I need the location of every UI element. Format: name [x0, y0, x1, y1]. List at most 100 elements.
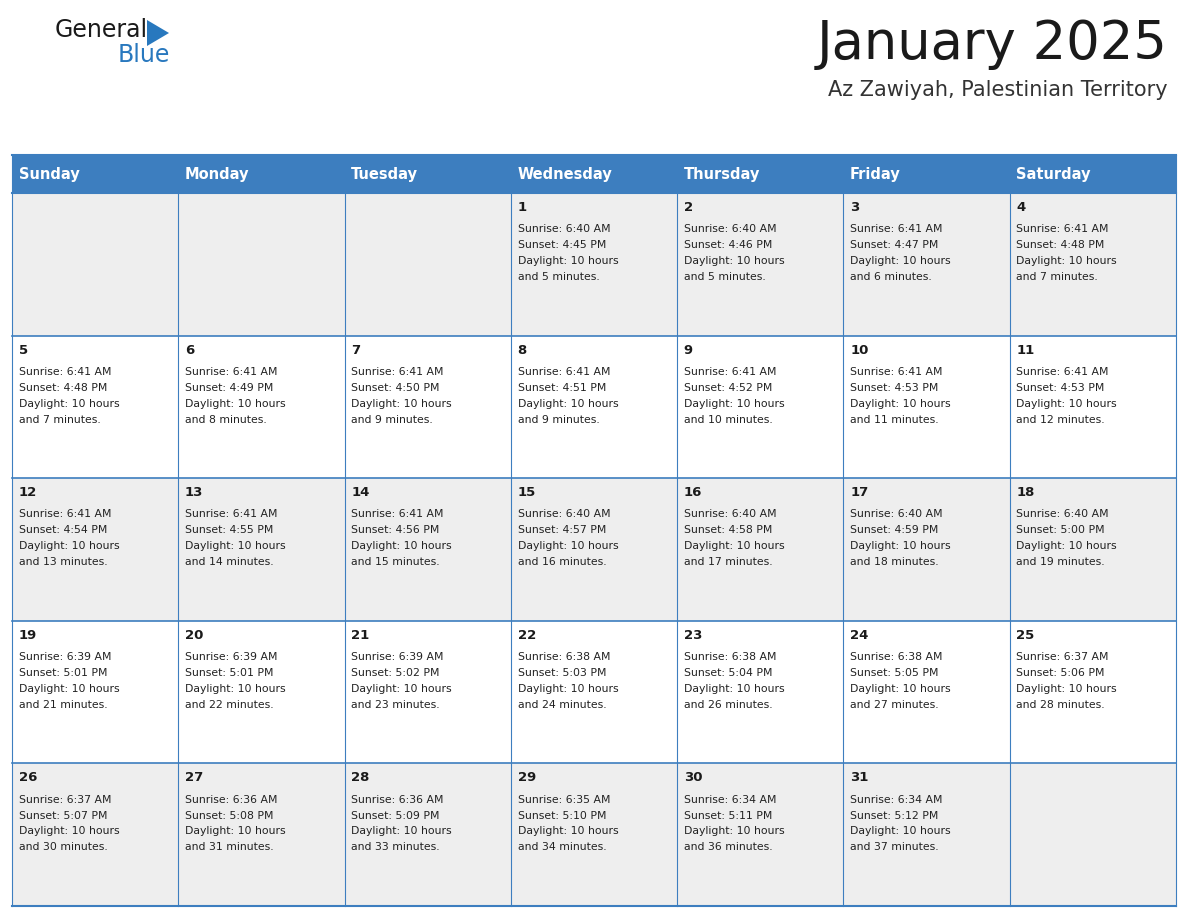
Text: Sunset: 5:05 PM: Sunset: 5:05 PM — [851, 668, 939, 678]
Text: Daylight: 10 hours: Daylight: 10 hours — [684, 684, 784, 694]
Text: Sunset: 5:02 PM: Sunset: 5:02 PM — [352, 668, 440, 678]
Text: Daylight: 10 hours: Daylight: 10 hours — [684, 256, 784, 266]
Text: and 7 minutes.: and 7 minutes. — [1017, 272, 1098, 282]
Bar — [1010, 155, 1176, 193]
Text: Sunrise: 6:41 AM: Sunrise: 6:41 AM — [1017, 367, 1108, 376]
Text: Daylight: 10 hours: Daylight: 10 hours — [352, 542, 451, 552]
Text: Sunrise: 6:38 AM: Sunrise: 6:38 AM — [684, 652, 776, 662]
Text: 27: 27 — [185, 771, 203, 784]
Text: 1: 1 — [518, 201, 526, 214]
Polygon shape — [147, 20, 169, 46]
Text: Daylight: 10 hours: Daylight: 10 hours — [19, 542, 119, 552]
Text: and 24 minutes.: and 24 minutes. — [518, 700, 606, 710]
Text: Sunset: 4:50 PM: Sunset: 4:50 PM — [352, 383, 440, 393]
Text: and 16 minutes.: and 16 minutes. — [518, 557, 606, 567]
Text: Daylight: 10 hours: Daylight: 10 hours — [352, 398, 451, 409]
Bar — [178, 155, 345, 193]
Text: Daylight: 10 hours: Daylight: 10 hours — [518, 398, 618, 409]
Text: and 9 minutes.: and 9 minutes. — [518, 415, 599, 425]
Text: 13: 13 — [185, 487, 203, 499]
Text: Sunset: 4:48 PM: Sunset: 4:48 PM — [19, 383, 107, 393]
Text: Daylight: 10 hours: Daylight: 10 hours — [851, 256, 950, 266]
Text: Az Zawiyah, Palestinian Territory: Az Zawiyah, Palestinian Territory — [828, 80, 1168, 100]
Text: Daylight: 10 hours: Daylight: 10 hours — [185, 398, 285, 409]
Text: 14: 14 — [352, 487, 369, 499]
Text: 21: 21 — [352, 629, 369, 642]
Text: Sunrise: 6:40 AM: Sunrise: 6:40 AM — [851, 509, 943, 520]
Text: Sunrise: 6:38 AM: Sunrise: 6:38 AM — [518, 652, 609, 662]
Text: Daylight: 10 hours: Daylight: 10 hours — [851, 826, 950, 836]
Text: Sunrise: 6:37 AM: Sunrise: 6:37 AM — [19, 795, 112, 804]
Text: 17: 17 — [851, 487, 868, 499]
Text: and 18 minutes.: and 18 minutes. — [851, 557, 939, 567]
Text: 25: 25 — [1017, 629, 1035, 642]
Text: Sunrise: 6:34 AM: Sunrise: 6:34 AM — [851, 795, 942, 804]
Text: Sunrise: 6:41 AM: Sunrise: 6:41 AM — [684, 367, 776, 376]
Text: Sunset: 4:52 PM: Sunset: 4:52 PM — [684, 383, 772, 393]
Text: Daylight: 10 hours: Daylight: 10 hours — [851, 542, 950, 552]
Text: Sunset: 4:57 PM: Sunset: 4:57 PM — [518, 525, 606, 535]
Text: Daylight: 10 hours: Daylight: 10 hours — [1017, 684, 1117, 694]
Text: Sunset: 4:51 PM: Sunset: 4:51 PM — [518, 383, 606, 393]
Text: 8: 8 — [518, 343, 526, 356]
Text: 24: 24 — [851, 629, 868, 642]
Text: Daylight: 10 hours: Daylight: 10 hours — [185, 684, 285, 694]
Text: and 9 minutes.: and 9 minutes. — [352, 415, 432, 425]
Text: Sunrise: 6:40 AM: Sunrise: 6:40 AM — [518, 224, 611, 234]
Text: Sunrise: 6:41 AM: Sunrise: 6:41 AM — [352, 367, 444, 376]
Text: and 21 minutes.: and 21 minutes. — [19, 700, 107, 710]
Text: Daylight: 10 hours: Daylight: 10 hours — [185, 826, 285, 836]
Text: 29: 29 — [518, 771, 536, 784]
Text: and 5 minutes.: and 5 minutes. — [684, 272, 765, 282]
Text: Daylight: 10 hours: Daylight: 10 hours — [518, 826, 618, 836]
Text: and 33 minutes.: and 33 minutes. — [352, 843, 440, 853]
Text: Wednesday: Wednesday — [518, 166, 612, 182]
Text: 3: 3 — [851, 201, 859, 214]
Text: and 15 minutes.: and 15 minutes. — [352, 557, 440, 567]
Text: Sunrise: 6:41 AM: Sunrise: 6:41 AM — [851, 224, 942, 234]
Bar — [843, 155, 1010, 193]
Text: Sunset: 4:58 PM: Sunset: 4:58 PM — [684, 525, 772, 535]
Text: Daylight: 10 hours: Daylight: 10 hours — [1017, 398, 1117, 409]
Bar — [345, 155, 511, 193]
Text: Daylight: 10 hours: Daylight: 10 hours — [1017, 256, 1117, 266]
Text: Tuesday: Tuesday — [352, 166, 418, 182]
Text: Daylight: 10 hours: Daylight: 10 hours — [1017, 542, 1117, 552]
Text: Daylight: 10 hours: Daylight: 10 hours — [684, 826, 784, 836]
Text: Saturday: Saturday — [1017, 166, 1091, 182]
Text: 9: 9 — [684, 343, 693, 356]
Text: Sunrise: 6:41 AM: Sunrise: 6:41 AM — [185, 509, 278, 520]
Text: Sunset: 5:07 PM: Sunset: 5:07 PM — [19, 811, 107, 821]
Text: Sunset: 4:45 PM: Sunset: 4:45 PM — [518, 241, 606, 250]
Text: and 22 minutes.: and 22 minutes. — [185, 700, 273, 710]
Text: 28: 28 — [352, 771, 369, 784]
Text: Daylight: 10 hours: Daylight: 10 hours — [518, 684, 618, 694]
Text: Sunset: 5:06 PM: Sunset: 5:06 PM — [1017, 668, 1105, 678]
Text: and 26 minutes.: and 26 minutes. — [684, 700, 772, 710]
Text: Daylight: 10 hours: Daylight: 10 hours — [684, 542, 784, 552]
Text: 15: 15 — [518, 487, 536, 499]
Text: Daylight: 10 hours: Daylight: 10 hours — [518, 542, 618, 552]
Text: Sunset: 4:55 PM: Sunset: 4:55 PM — [185, 525, 273, 535]
Text: Friday: Friday — [851, 166, 901, 182]
Text: Sunset: 5:08 PM: Sunset: 5:08 PM — [185, 811, 273, 821]
Text: Sunrise: 6:41 AM: Sunrise: 6:41 AM — [185, 367, 278, 376]
Text: Sunset: 4:48 PM: Sunset: 4:48 PM — [1017, 241, 1105, 250]
Text: 18: 18 — [1017, 487, 1035, 499]
Text: Daylight: 10 hours: Daylight: 10 hours — [19, 398, 119, 409]
Text: Sunset: 5:10 PM: Sunset: 5:10 PM — [518, 811, 606, 821]
Text: Daylight: 10 hours: Daylight: 10 hours — [352, 684, 451, 694]
Text: January 2025: January 2025 — [817, 18, 1168, 70]
Text: Sunrise: 6:36 AM: Sunrise: 6:36 AM — [185, 795, 278, 804]
Text: and 11 minutes.: and 11 minutes. — [851, 415, 939, 425]
Text: 4: 4 — [1017, 201, 1025, 214]
Text: Sunrise: 6:40 AM: Sunrise: 6:40 AM — [1017, 509, 1108, 520]
Text: Blue: Blue — [118, 43, 170, 67]
Text: Sunset: 4:53 PM: Sunset: 4:53 PM — [851, 383, 939, 393]
Text: Sunrise: 6:41 AM: Sunrise: 6:41 AM — [352, 509, 444, 520]
Text: Daylight: 10 hours: Daylight: 10 hours — [185, 542, 285, 552]
Text: 22: 22 — [518, 629, 536, 642]
Text: Sunrise: 6:41 AM: Sunrise: 6:41 AM — [851, 367, 942, 376]
Bar — [12, 155, 178, 193]
Text: 6: 6 — [185, 343, 194, 356]
